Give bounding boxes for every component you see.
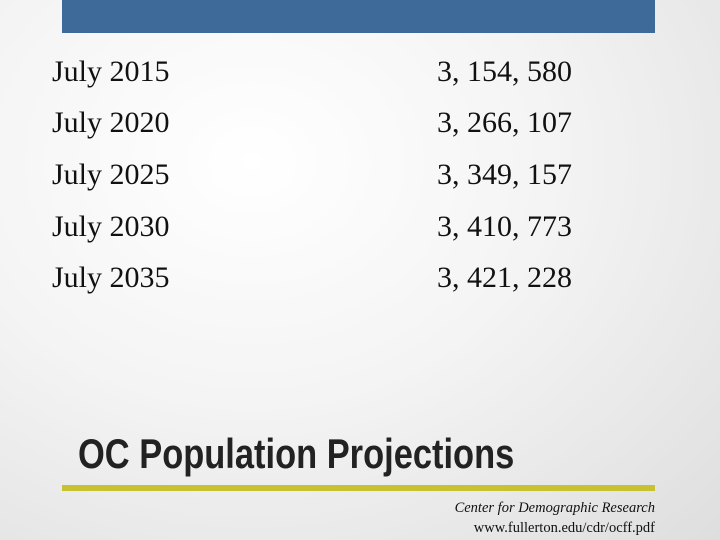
slide-title: OC Population Projections xyxy=(78,430,515,477)
row-label: July 2030 xyxy=(52,210,170,243)
source-url: www.fullerton.edu/cdr/ocff.pdf xyxy=(473,520,655,536)
row-value: 3, 154, 580 xyxy=(437,55,572,88)
table-row: July 2035 3, 421, 228 xyxy=(0,258,720,298)
accent-rule xyxy=(62,485,655,491)
table-row: July 2025 3, 349, 157 xyxy=(0,155,720,195)
table-row: July 2020 3, 266, 107 xyxy=(0,103,720,143)
row-label: July 2015 xyxy=(52,55,170,88)
row-value: 3, 349, 157 xyxy=(437,158,572,191)
row-value: 3, 421, 228 xyxy=(437,261,572,294)
source-line: Center for Demographic Research xyxy=(454,500,655,516)
row-value: 3, 410, 773 xyxy=(437,210,572,243)
row-value: 3, 266, 107 xyxy=(437,106,572,139)
row-label: July 2025 xyxy=(52,158,170,191)
table-row: July 2030 3, 410, 773 xyxy=(0,207,720,247)
row-label: July 2035 xyxy=(52,261,170,294)
top-bar xyxy=(62,0,655,33)
row-label: July 2020 xyxy=(52,106,170,139)
table-row: July 2015 3, 154, 580 xyxy=(0,52,720,92)
